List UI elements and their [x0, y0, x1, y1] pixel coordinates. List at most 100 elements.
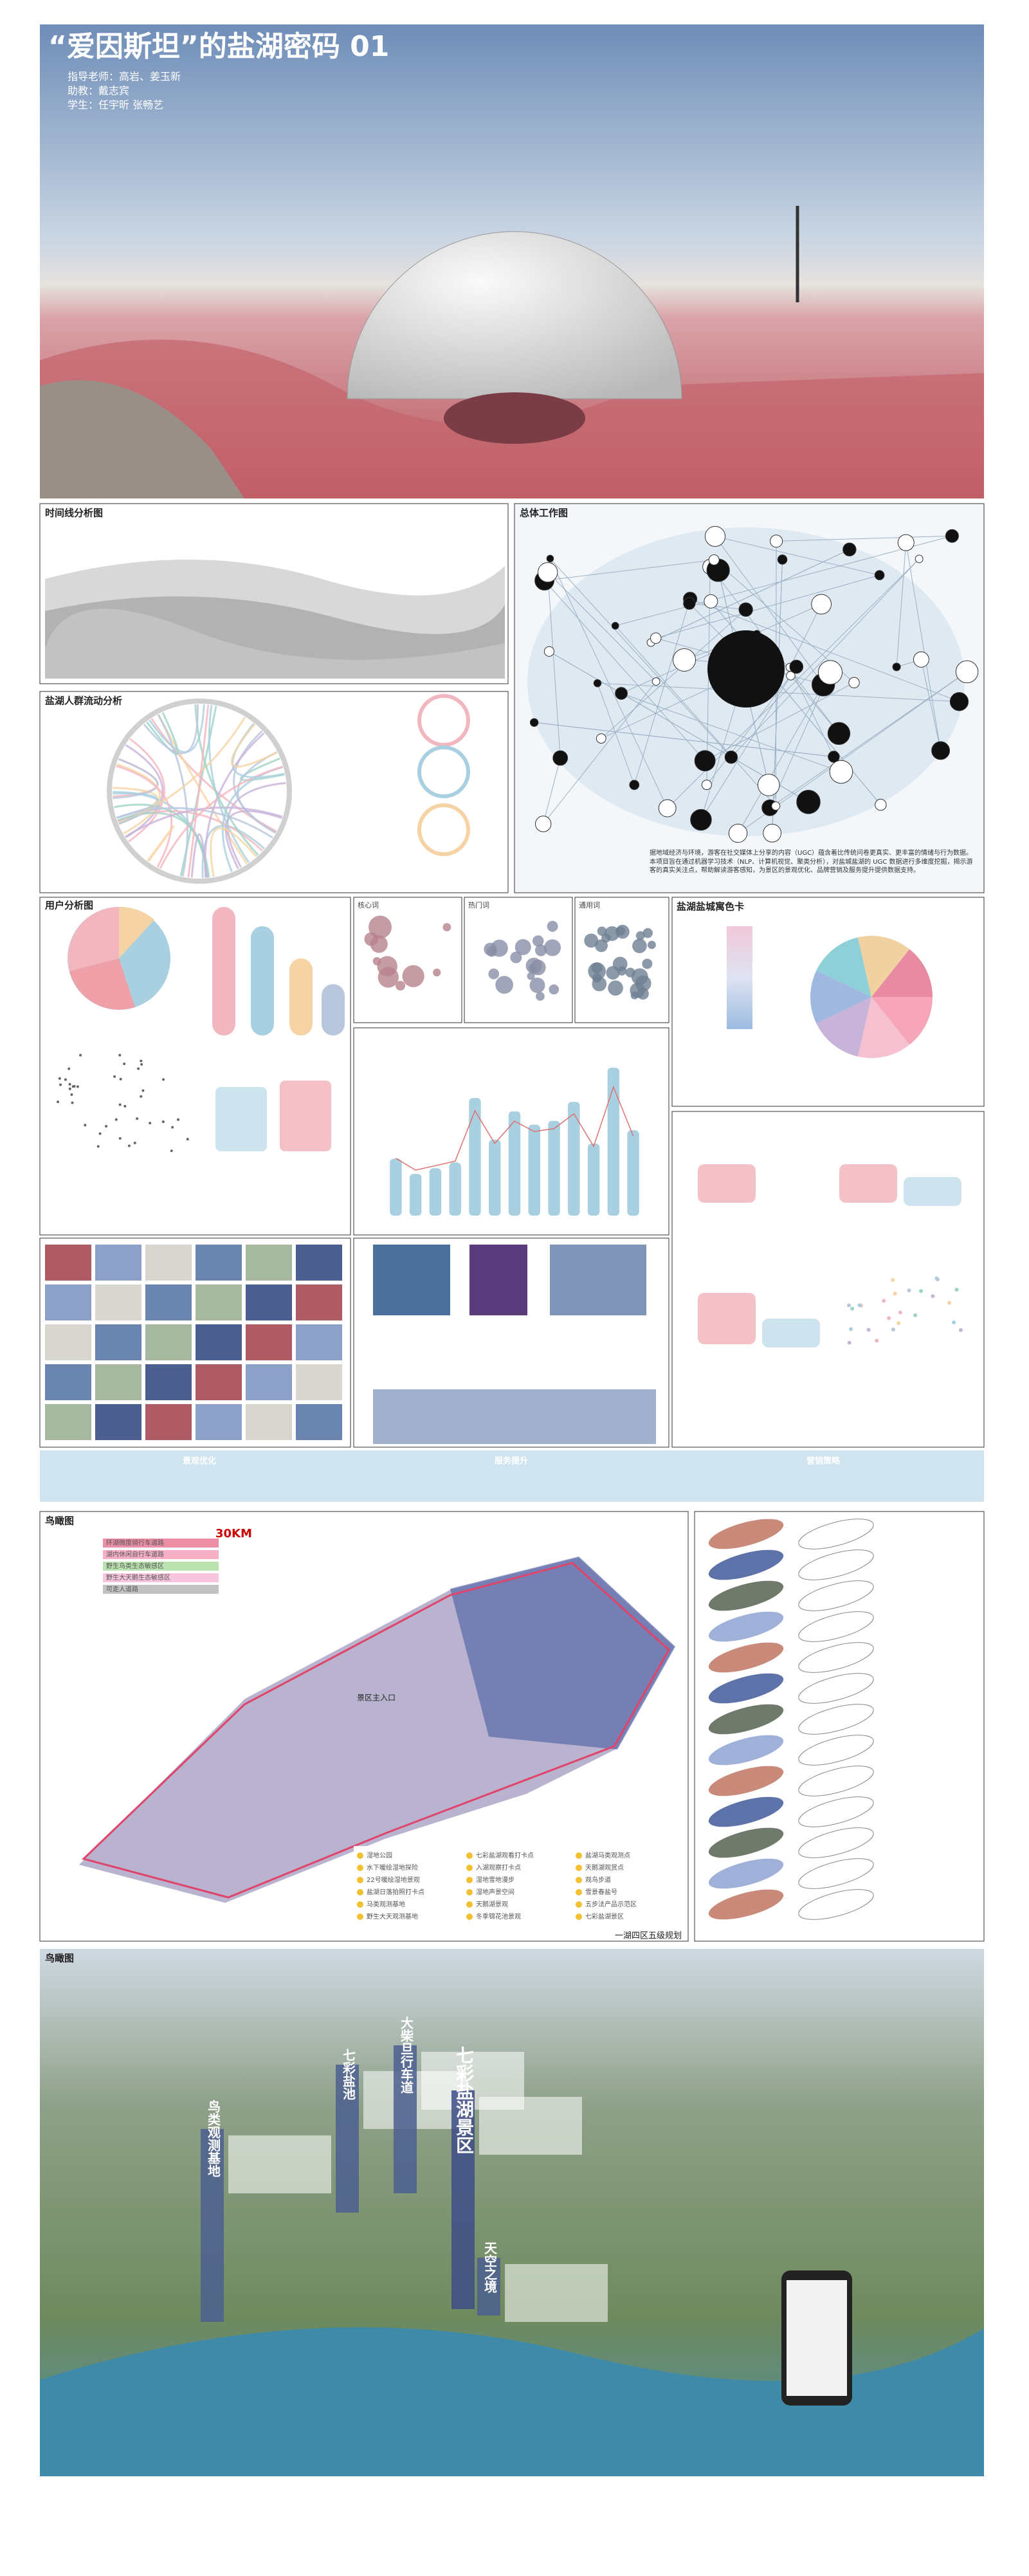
panel-title: 热门词	[468, 900, 489, 909]
node	[650, 632, 662, 644]
node	[842, 542, 857, 556]
dot	[171, 1126, 174, 1129]
edge	[769, 671, 967, 808]
pie-slice	[810, 970, 871, 1024]
bar	[508, 1111, 521, 1216]
satellite	[708, 1611, 784, 1642]
dot	[170, 1149, 173, 1153]
chord	[143, 704, 199, 754]
dot	[79, 1054, 82, 1057]
legend-label: 水下暖绘湿地探险	[367, 1863, 418, 1872]
node	[796, 790, 821, 814]
edge	[615, 535, 952, 626]
panel-title: 核心词	[358, 900, 379, 909]
aerial-label: 大柴旦行车道	[399, 2016, 414, 2094]
credit: 助教：戴志宾	[68, 85, 129, 97]
pill-bar	[289, 958, 313, 1036]
edge	[650, 549, 850, 643]
chord	[116, 763, 161, 835]
dot	[137, 1067, 140, 1070]
node	[955, 660, 979, 684]
node	[629, 780, 640, 790]
node	[892, 662, 901, 671]
legend-label: 马类观测基地	[367, 1900, 405, 1908]
edge	[689, 598, 960, 702]
node	[777, 554, 788, 565]
photo	[246, 1284, 292, 1320]
dot	[123, 1062, 126, 1065]
edge	[544, 559, 715, 581]
edge	[621, 693, 842, 772]
dot	[98, 1132, 102, 1135]
photo	[145, 1284, 192, 1320]
dot	[893, 1292, 897, 1296]
legend-icon	[576, 1877, 582, 1883]
stone-path	[40, 380, 244, 498]
box	[762, 1319, 820, 1347]
legend-icon	[357, 1865, 363, 1871]
edge	[633, 598, 691, 785]
legend-icon	[466, 1852, 473, 1859]
photo	[246, 1404, 292, 1440]
panel-title: 盐湖人群流动分析	[45, 695, 122, 707]
pill-bar	[251, 926, 274, 1036]
panel-title: 总体工作图	[520, 507, 568, 519]
dot	[913, 1313, 918, 1317]
title: “爱因斯坦”的盐湖密码 01	[48, 30, 389, 63]
dome-door	[444, 392, 585, 444]
info-card	[228, 2135, 331, 2193]
word-bubble	[549, 984, 560, 995]
dot	[891, 1327, 896, 1331]
node	[728, 823, 748, 843]
outline-map	[798, 1549, 874, 1580]
legend-icon	[466, 1901, 473, 1908]
pie-slice	[119, 906, 154, 958]
label-board	[394, 2045, 417, 2193]
word-bubble	[630, 991, 639, 1000]
word-bubble	[635, 931, 645, 940]
node	[949, 692, 969, 711]
legend-label: 湿地雪地漫步	[476, 1876, 514, 1884]
photo	[45, 1284, 91, 1320]
node	[694, 750, 716, 772]
node	[848, 677, 860, 689]
edge	[731, 558, 920, 758]
node	[724, 751, 738, 764]
word-bubble	[642, 958, 653, 969]
legend-icon	[466, 1914, 473, 1920]
box	[698, 1164, 756, 1203]
word-bubble	[592, 976, 607, 992]
dot	[907, 1288, 911, 1293]
chord-diagram	[107, 694, 470, 884]
chord	[159, 765, 283, 870]
photo	[45, 1245, 91, 1281]
word-bubble	[372, 956, 381, 965]
color-pie	[810, 936, 933, 1058]
node	[538, 562, 558, 583]
dot	[118, 1054, 122, 1057]
node	[875, 799, 887, 811]
word-bubble	[588, 962, 606, 980]
satellite	[708, 1827, 784, 1858]
legend-icon	[576, 1901, 582, 1908]
chord	[116, 765, 173, 868]
mini-chord	[417, 803, 470, 856]
satellite	[708, 1735, 784, 1766]
dot	[123, 1104, 127, 1108]
route	[82, 1562, 670, 1899]
word-bubble	[532, 935, 544, 947]
outline-map	[798, 1889, 874, 1920]
legend-icon	[466, 1865, 473, 1871]
pill-bar	[322, 984, 345, 1036]
photo	[246, 1364, 292, 1400]
node	[931, 741, 951, 760]
dot	[105, 1124, 108, 1128]
banner-title: 景观优化	[183, 1456, 216, 1466]
satellite	[708, 1549, 784, 1580]
legend-label: 入湖观察打卡点	[476, 1863, 521, 1872]
timeline-wave	[45, 596, 505, 679]
banner-title: 营销策略	[806, 1456, 841, 1466]
dot	[70, 1093, 73, 1096]
chord	[239, 757, 285, 781]
